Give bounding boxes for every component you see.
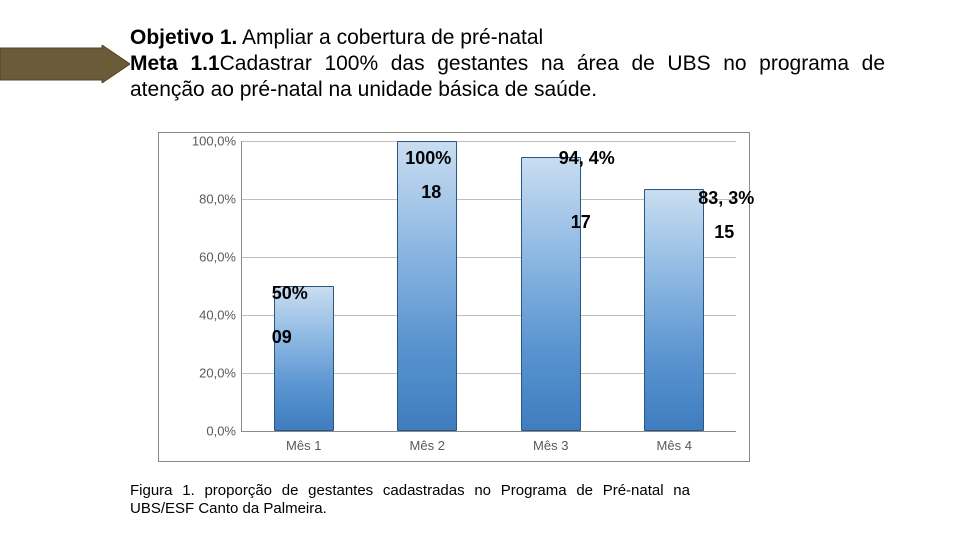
- bar-count-label: 17: [571, 212, 591, 233]
- header-text-block: Objetivo 1. Ampliar a cobertura de pré-n…: [130, 25, 885, 103]
- chart-bar: [644, 189, 704, 431]
- bar-percent-label: 50%: [272, 283, 308, 304]
- x-axis-tick-label: Mês 3: [533, 438, 568, 453]
- chart-bar: [274, 286, 334, 431]
- objetivo-text: Ampliar a cobertura de pré-natal: [237, 26, 543, 49]
- y-axis-tick-label: 100,0%: [190, 134, 236, 149]
- y-axis-tick-label: 80,0%: [190, 192, 236, 207]
- chart-bar: [521, 157, 581, 431]
- figure-caption: Figura 1. proporção de gestantes cadastr…: [130, 482, 690, 518]
- meta-line: Meta 1.1Cadastrar 100% das gestantes na …: [130, 51, 885, 103]
- arrow-icon: [0, 45, 130, 83]
- chart-bar-fill: [275, 287, 333, 430]
- accent-arrow: [0, 45, 130, 83]
- chart-bar-fill: [645, 190, 703, 430]
- y-axis-tick-label: 20,0%: [190, 366, 236, 381]
- y-axis-tick-label: 60,0%: [190, 250, 236, 265]
- bar-percent-label: 83, 3%: [698, 188, 754, 209]
- bar-count-label: 18: [421, 182, 441, 203]
- chart-gridline: [242, 141, 736, 142]
- meta-text: Cadastrar 100% das gestantes na área de …: [130, 52, 885, 101]
- x-axis-tick-label: Mês 4: [657, 438, 692, 453]
- chart-container: 0,0% 20,0% 40,0% 60,0% 80,0% 100,0% Mês 1 Mês 2…: [158, 132, 750, 462]
- slide-root: Objetivo 1. Ampliar a cobertura de pré-n…: [0, 0, 960, 540]
- objetivo-line: Objetivo 1. Ampliar a cobertura de pré-n…: [130, 25, 885, 51]
- x-axis-tick-label: Mês 2: [410, 438, 445, 453]
- chart-bar-fill: [522, 158, 580, 430]
- bar-count-label: 09: [272, 327, 292, 348]
- y-axis-tick-label: 0,0%: [190, 424, 236, 439]
- objetivo-label: Objetivo 1.: [130, 26, 237, 49]
- bar-percent-label: 100%: [405, 148, 451, 169]
- meta-label: Meta 1.1: [130, 52, 220, 75]
- bar-percent-label: 94, 4%: [559, 148, 615, 169]
- bar-count-label: 15: [714, 222, 734, 243]
- chart-plot-area: 0,0%20,0%40,0%60,0%80,0%100,0%Mês 1Mês 2…: [241, 141, 736, 432]
- y-axis-tick-label: 40,0%: [190, 308, 236, 323]
- x-axis-tick-label: Mês 1: [286, 438, 321, 453]
